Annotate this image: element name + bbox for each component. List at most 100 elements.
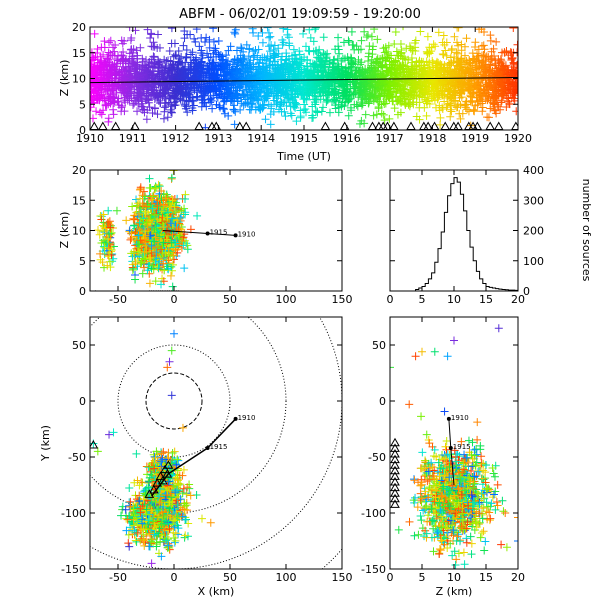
- source-point: [145, 174, 154, 183]
- source-point: [237, 43, 246, 52]
- source-point: [160, 107, 169, 116]
- source-point: [494, 87, 503, 96]
- source-point: [148, 109, 157, 117]
- source-point: [389, 97, 398, 106]
- source-point: [246, 94, 255, 103]
- source-point: [180, 71, 189, 80]
- source-point: [329, 63, 338, 72]
- source-point: [509, 27, 518, 33]
- source-point: [380, 91, 389, 100]
- source-point: [134, 101, 143, 110]
- source-point: [197, 49, 206, 58]
- source-point: [281, 112, 290, 121]
- source-point: [427, 43, 436, 52]
- source-point: [481, 79, 490, 88]
- source-point: [449, 57, 458, 66]
- source-point: [179, 65, 188, 74]
- source-point: [478, 107, 487, 116]
- source-point: [391, 28, 400, 37]
- source-point: [259, 71, 268, 80]
- source-point: [163, 113, 172, 122]
- source-point: [268, 83, 277, 92]
- source-point: [311, 75, 320, 84]
- source-point: [341, 70, 350, 79]
- x-tick-label: 1910: [76, 132, 104, 145]
- source-point: [427, 84, 436, 93]
- source-point: [165, 64, 174, 73]
- source-point: [211, 44, 220, 53]
- source-point: [216, 77, 225, 86]
- source-point: [103, 70, 112, 79]
- source-point: [435, 101, 444, 110]
- source-point: [136, 43, 145, 52]
- source-point: [213, 93, 222, 102]
- source-point: [270, 41, 279, 50]
- source-point: [155, 182, 164, 191]
- source-point: [299, 77, 308, 86]
- source-point: [267, 88, 276, 97]
- source-point: [503, 74, 512, 83]
- source-point: [411, 80, 420, 89]
- source-point: [201, 37, 210, 46]
- source-point: [259, 82, 268, 91]
- source-point: [301, 42, 310, 51]
- source-point: [312, 95, 321, 104]
- source-point: [239, 91, 248, 100]
- source-point: [240, 54, 249, 63]
- source-point: [159, 259, 168, 268]
- source-point: [317, 61, 326, 70]
- ground-strike-triangle: [194, 121, 205, 130]
- source-point: [204, 64, 213, 73]
- source-point: [243, 78, 252, 87]
- source-point: [174, 88, 183, 97]
- ground-strike-triangle: [339, 121, 350, 130]
- source-point: [364, 31, 373, 40]
- source-point: [401, 80, 410, 89]
- source-point: [153, 89, 162, 98]
- source-point: [346, 84, 355, 93]
- source-point: [491, 59, 500, 68]
- source-point: [190, 67, 199, 76]
- source-point: [393, 51, 402, 60]
- source-point: [439, 50, 448, 59]
- source-point: [92, 93, 101, 102]
- source-point: [267, 102, 276, 111]
- source-point: [462, 97, 471, 106]
- source-point: [457, 46, 466, 55]
- source-point: [195, 78, 204, 87]
- source-point: [448, 90, 457, 99]
- source-point: [485, 82, 494, 91]
- source-point: [166, 57, 175, 66]
- source-point: [220, 109, 229, 118]
- source-point: [439, 63, 448, 72]
- source-point: [425, 48, 434, 57]
- source-point: [438, 104, 447, 113]
- y-tick-label: 5: [79, 98, 86, 111]
- source-point: [442, 51, 451, 60]
- source-point: [464, 107, 473, 116]
- source-point: [477, 57, 486, 66]
- source-point: [349, 40, 358, 49]
- ground-strike-triangle: [90, 121, 100, 130]
- source-point: [441, 46, 450, 55]
- source-point: [494, 71, 503, 80]
- source-point: [433, 57, 442, 66]
- source-point: [341, 64, 350, 73]
- source-point: [500, 48, 509, 57]
- y-tick-label: 15: [72, 47, 86, 60]
- source-point: [383, 67, 392, 76]
- source-point: [104, 114, 113, 123]
- source-point: [292, 117, 301, 126]
- ground-strike-triangle: [406, 121, 416, 130]
- source-point: [168, 260, 177, 269]
- source-point: [160, 55, 169, 64]
- source-point: [172, 224, 181, 233]
- source-point: [167, 108, 176, 117]
- source-point: [297, 90, 306, 99]
- source-point: [407, 90, 416, 99]
- source-point: [219, 55, 228, 64]
- source-point: [290, 99, 299, 108]
- source-point: [440, 72, 449, 81]
- source-point: [300, 53, 309, 62]
- source-point: [422, 111, 431, 120]
